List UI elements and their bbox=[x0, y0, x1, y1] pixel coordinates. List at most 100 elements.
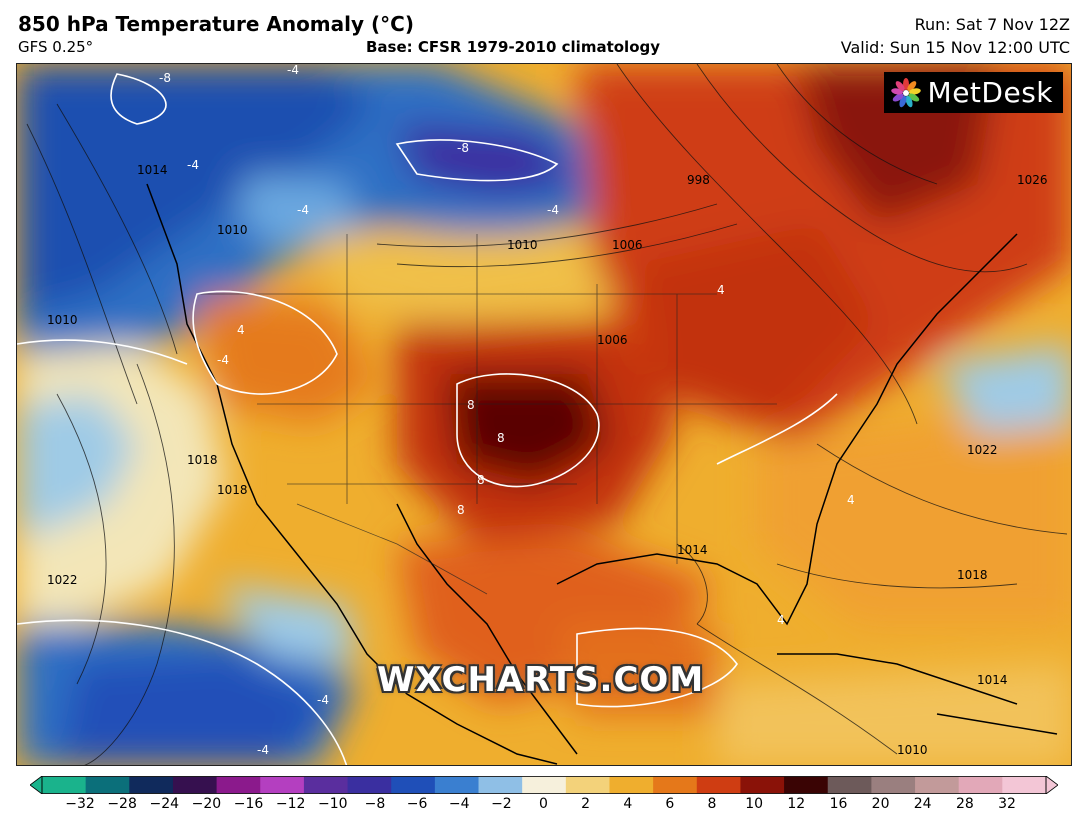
colorbar-tick-label: 16 bbox=[829, 796, 848, 812]
anomaly-contour-label: 8 bbox=[467, 398, 475, 412]
colorbar bbox=[30, 776, 1058, 794]
colorbar-tick-label: −6 bbox=[406, 796, 428, 812]
model-name: GFS 0.25° bbox=[18, 38, 94, 56]
anomaly-contour-label: 8 bbox=[497, 431, 505, 445]
anomaly-contour-label: 4 bbox=[847, 493, 855, 507]
colorbar-tick-label: 2 bbox=[581, 796, 591, 812]
anomaly-contour-label: -4 bbox=[547, 203, 559, 217]
wxcharts-watermark: WXCHARTS.COM bbox=[377, 660, 705, 700]
colorbar-tick-label: −10 bbox=[318, 796, 348, 812]
colorbar-segment bbox=[653, 776, 698, 794]
anomaly-map: -8 -8 -4 -4 -4 -4 -4 -4 -4 4 4 4 4 8 8 8 8 1006 1010 1010 10… bbox=[16, 63, 1072, 766]
colorbar-tick-label: 4 bbox=[623, 796, 633, 812]
metdesk-logo-text: MetDesk bbox=[927, 76, 1053, 109]
colorbar-tick-label: −8 bbox=[364, 796, 386, 812]
colorbar-tick-label: −4 bbox=[448, 796, 470, 812]
isobar-label: 1006 bbox=[597, 333, 628, 347]
colorbar-tick-label: 32 bbox=[998, 796, 1016, 812]
isobar-label: 1014 bbox=[677, 543, 708, 557]
anomaly-contours bbox=[17, 73, 838, 765]
colorbar-segment bbox=[958, 776, 1003, 794]
metdesk-logo: MetDesk bbox=[883, 72, 1063, 113]
colorbar-tick-label: 0 bbox=[539, 796, 548, 812]
anomaly-contour-label: 4 bbox=[717, 283, 725, 297]
anomaly-contour-label: -4 bbox=[217, 353, 229, 367]
colorbar-segment bbox=[609, 776, 654, 794]
anomaly-contour-label: 4 bbox=[237, 323, 245, 337]
colorbar-tick-label: −16 bbox=[233, 796, 264, 812]
colorbar-tick-label: 6 bbox=[665, 796, 675, 812]
colorbar-segment bbox=[478, 776, 523, 794]
colorbar-ticks: −32 −28 −24 −20 −16 −12 −10 −8 −6 −4 −2 0 2 4 6 8 10 12 16… bbox=[0, 796, 1088, 820]
isobar-label: 1010 bbox=[897, 743, 928, 757]
colorbar-tick-label: 8 bbox=[707, 796, 717, 812]
colorbar-tick-label: 20 bbox=[871, 796, 890, 812]
isobar-label: 1018 bbox=[957, 568, 988, 582]
isobar-label: 1014 bbox=[137, 163, 168, 177]
anomaly-contour-label: 4 bbox=[777, 613, 785, 627]
colorbar-tick-label: −20 bbox=[191, 796, 222, 812]
isobar-label: 1010 bbox=[507, 238, 538, 252]
coastlines bbox=[146, 183, 1058, 765]
colorbar-segment bbox=[784, 776, 829, 794]
colorbar-tick-label: −28 bbox=[107, 796, 137, 812]
map-canvas: -8 -8 -4 -4 -4 -4 -4 -4 -4 4 4 4 4 8 8 8 8 1006 1010 1010 10… bbox=[17, 64, 1071, 765]
colorbar-segment bbox=[347, 776, 392, 794]
colorbar-tick-label: −12 bbox=[275, 796, 306, 812]
colorbar-segment bbox=[260, 776, 305, 794]
colorbar-segment bbox=[85, 776, 130, 794]
anomaly-contour-label: 8 bbox=[457, 503, 465, 517]
colorbar-segment bbox=[216, 776, 261, 794]
isobar-label: 1022 bbox=[47, 573, 78, 587]
isobar-label: 1010 bbox=[217, 223, 248, 237]
anomaly-contour-label: -4 bbox=[187, 158, 199, 172]
anomaly-contour-label: 8 bbox=[477, 473, 485, 487]
anomaly-contour-label: -8 bbox=[159, 71, 171, 85]
map-title: 850 hPa Temperature Anomaly (°C) bbox=[18, 12, 414, 36]
colorbar-max-arrow bbox=[1045, 776, 1058, 794]
isobar-label: 1018 bbox=[217, 483, 248, 497]
isobar-label: 1010 bbox=[47, 313, 78, 327]
colorbar-tick-label: 10 bbox=[745, 796, 764, 812]
colorbar-tick-label: 24 bbox=[913, 796, 932, 812]
colorbar-segment bbox=[303, 776, 349, 794]
colorbar-segment bbox=[827, 776, 872, 794]
anomaly-contour-label: -4 bbox=[287, 64, 299, 77]
anomaly-contour-label: -4 bbox=[257, 743, 269, 757]
colorbar-tick-label: −2 bbox=[491, 796, 512, 812]
colorbar-tick-label: 28 bbox=[955, 796, 974, 812]
isobar-label: 998 bbox=[687, 173, 710, 187]
anomaly-contour-label: -8 bbox=[457, 141, 469, 155]
colorbar-frame bbox=[41, 776, 1047, 794]
colorbar-segment bbox=[565, 776, 611, 794]
colorbar-segment bbox=[915, 776, 960, 794]
run-time: Run: Sat 7 Nov 12Z bbox=[914, 15, 1070, 34]
anomaly-contour-label: -4 bbox=[317, 693, 329, 707]
isobars bbox=[26, 64, 1068, 765]
valid-time: Valid: Sun 15 Nov 12:00 UTC bbox=[840, 38, 1070, 57]
colorbar-segment bbox=[740, 776, 785, 794]
colorbar-segment bbox=[129, 776, 174, 794]
isobar-label: 1014 bbox=[977, 673, 1008, 687]
flower-icon bbox=[890, 77, 921, 107]
colorbar-segment bbox=[391, 776, 436, 794]
isobar-label: 1022 bbox=[967, 443, 998, 457]
isobar-label: 1018 bbox=[187, 453, 218, 467]
isobar-label: 1006 bbox=[612, 238, 643, 252]
colorbar-min-arrow bbox=[30, 776, 43, 794]
climatology-base: Base: CFSR 1979-2010 climatology bbox=[366, 38, 661, 56]
colorbar-tick-label: 12 bbox=[787, 796, 806, 812]
anomaly-field bbox=[17, 64, 1071, 765]
colorbar-segment bbox=[522, 776, 567, 794]
isobar-label: 1026 bbox=[1017, 173, 1048, 187]
anomaly-contour-label: -4 bbox=[297, 203, 309, 217]
colorbar-segment bbox=[696, 776, 742, 794]
borders bbox=[197, 234, 777, 595]
colorbar-segment bbox=[871, 776, 916, 794]
colorbar-tick-label: −32 bbox=[65, 796, 95, 812]
colorbar-segment bbox=[434, 776, 480, 794]
colorbar-tick-label: −24 bbox=[149, 796, 180, 812]
colorbar-segment bbox=[42, 776, 87, 794]
colorbar-segment bbox=[1002, 776, 1047, 794]
colorbar-segment bbox=[172, 776, 218, 794]
